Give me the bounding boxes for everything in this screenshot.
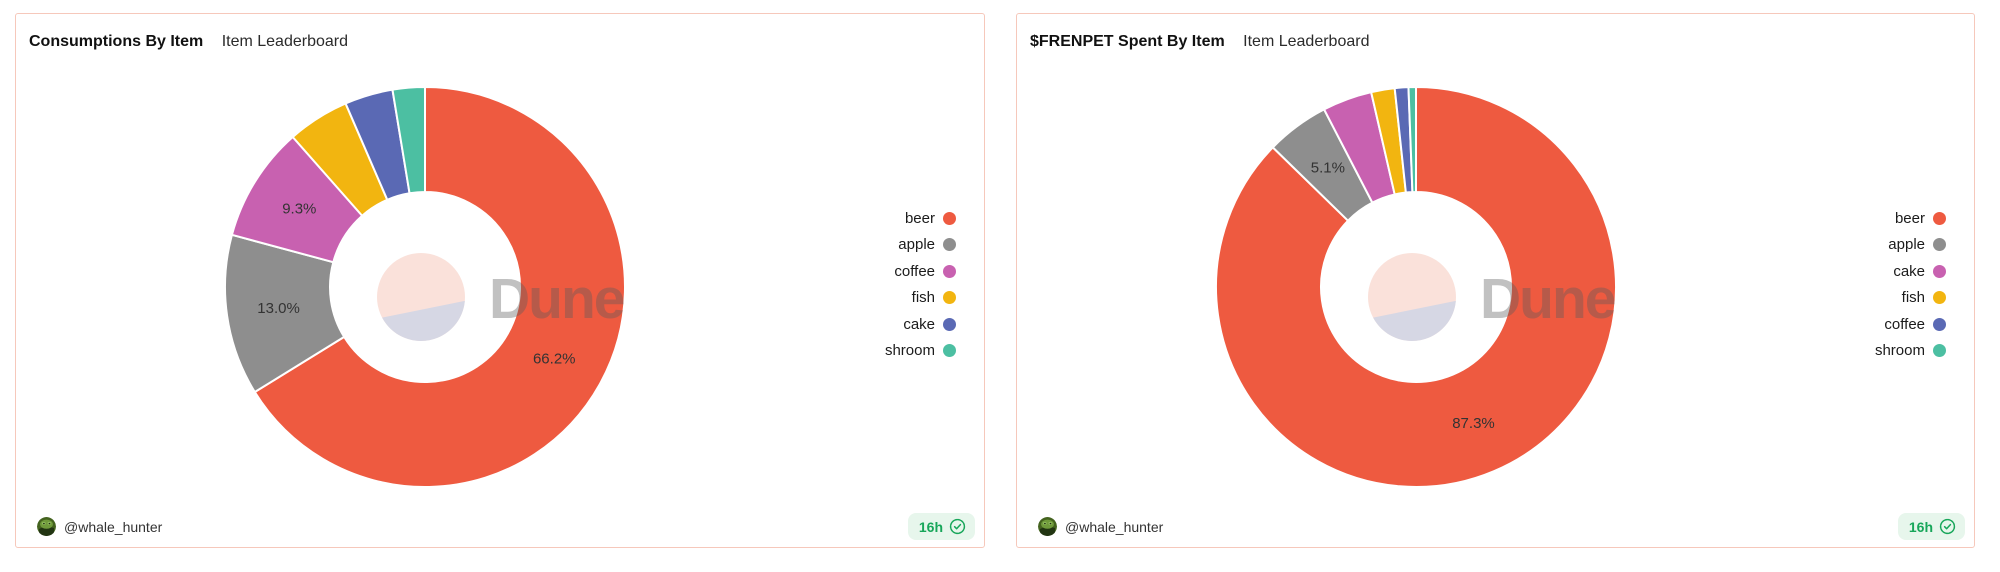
legend-label: coffee: [1884, 315, 1925, 333]
chart-card-consumptions: Consumptions By Item Item Leaderboard Du…: [15, 13, 985, 548]
author-handle: @whale_hunter: [64, 518, 163, 535]
legend-item-beer[interactable]: beer: [1875, 205, 1946, 232]
legend-swatch-icon: [943, 264, 956, 278]
avatar: [1038, 517, 1057, 536]
legend-item-fish[interactable]: fish: [885, 285, 956, 312]
refresh-age-label: 16h: [918, 518, 943, 535]
legend-label: beer: [1894, 209, 1925, 227]
dune-watermark-text: Dune: [489, 267, 624, 331]
verified-icon: [1939, 518, 1956, 535]
legend-item-fish[interactable]: fish: [1875, 285, 1946, 312]
legend-label: cake: [903, 315, 935, 333]
legend-swatch-icon: [1933, 238, 1946, 252]
legend-item-cake[interactable]: cake: [885, 311, 956, 338]
dune-watermark-text: Dune: [1480, 267, 1615, 331]
author-link[interactable]: @whale_hunter: [1038, 517, 1163, 536]
legend-swatch-icon: [1933, 211, 1946, 225]
donut-chart-consumptions[interactable]: Dune 66.2% 13.0% 9.3%: [205, 67, 645, 507]
legend-item-beer[interactable]: beer: [885, 205, 956, 232]
legend-label: coffee: [894, 262, 935, 280]
legend-label: shroom: [1874, 342, 1925, 360]
legend-label: fish: [1901, 289, 1925, 307]
chart-title[interactable]: Consumptions By Item: [29, 33, 204, 50]
slice-percent-label-beer: 87.3%: [1452, 415, 1495, 432]
legend-item-shroom[interactable]: shroom: [1875, 338, 1946, 365]
legend-item-apple[interactable]: apple: [885, 232, 956, 259]
legend-item-coffee[interactable]: coffee: [885, 258, 956, 285]
legend-label: apple: [1888, 236, 1925, 254]
slice-percent-label-apple: 13.0%: [257, 300, 300, 317]
legend-item-cake[interactable]: cake: [1875, 258, 1946, 285]
donut-chart-frenpet-spent[interactable]: Dune 87.3% 5.1%: [1196, 67, 1636, 507]
legend-label: cake: [1893, 262, 1925, 280]
legend-item-shroom[interactable]: shroom: [885, 338, 956, 365]
legend-label: apple: [898, 236, 935, 254]
legend-label: fish: [911, 289, 935, 307]
refresh-age-label: 16h: [1908, 518, 1933, 535]
pie-slice-beer[interactable]: [1215, 86, 1617, 488]
legend-swatch-icon: [943, 238, 956, 252]
chart-legend: beer apple coffee fish cake shroom: [885, 205, 956, 364]
author-link[interactable]: @whale_hunter: [37, 517, 162, 536]
chart-subtitle[interactable]: Item Leaderboard: [1243, 33, 1370, 50]
pie-slice-beer[interactable]: [253, 86, 626, 488]
legend-swatch-icon: [943, 211, 956, 225]
chart-card-frenpet-spent: $FRENPET Spent By Item Item Leaderboard …: [1016, 13, 1975, 548]
author-handle: @whale_hunter: [1065, 518, 1164, 535]
legend-label: shroom: [884, 342, 935, 360]
legend-swatch-icon: [943, 317, 956, 331]
avatar: [37, 517, 56, 536]
legend-swatch-icon: [1933, 317, 1946, 331]
chart-title[interactable]: $FRENPET Spent By Item: [1030, 33, 1225, 50]
legend-swatch-icon: [1933, 264, 1946, 278]
slice-percent-label-apple: 5.1%: [1311, 160, 1345, 177]
legend-item-coffee[interactable]: coffee: [1875, 311, 1946, 338]
legend-label: beer: [904, 209, 935, 227]
slice-percent-label-beer: 66.2%: [533, 351, 576, 368]
card-header: Consumptions By Item Item Leaderboard: [29, 33, 348, 51]
refresh-age-badge[interactable]: 16h: [907, 513, 975, 540]
legend-swatch-icon: [1933, 291, 1946, 305]
dune-logo-lower-half: [382, 300, 465, 342]
chart-subtitle[interactable]: Item Leaderboard: [221, 33, 348, 50]
legend-item-apple[interactable]: apple: [1875, 232, 1946, 259]
legend-swatch-icon: [943, 291, 956, 305]
card-header: $FRENPET Spent By Item Item Leaderboard: [1030, 33, 1369, 51]
slice-percent-label-coffee: 9.3%: [282, 200, 316, 217]
refresh-age-badge[interactable]: 16h: [1897, 513, 1965, 540]
verified-icon: [949, 518, 966, 535]
pie-slice-shroom[interactable]: [391, 86, 426, 195]
pie-slice-shroom[interactable]: [1407, 86, 1417, 194]
legend-swatch-icon: [943, 344, 956, 358]
legend-swatch-icon: [1933, 344, 1946, 358]
chart-legend: beer apple cake fish coffee shroom: [1875, 205, 1946, 364]
dune-logo-lower-half: [1373, 300, 1456, 342]
